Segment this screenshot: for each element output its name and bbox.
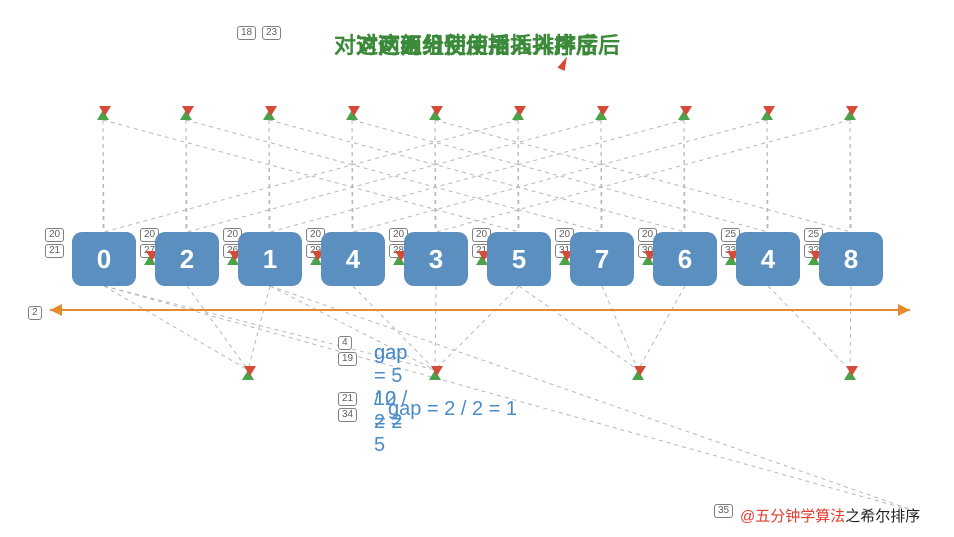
array-box-4: 3 <box>404 232 468 286</box>
array-box-3: 4 <box>321 232 385 286</box>
down-triangle-icon <box>182 106 194 116</box>
tag: 2 <box>28 306 42 320</box>
tag: 20 <box>45 228 64 242</box>
gap-formula-2: gap = 2 / 2 = 1 <box>388 398 517 421</box>
down-triangle-icon <box>265 106 277 116</box>
down-triangle-icon <box>514 106 526 116</box>
array-box-8: 4 <box>736 232 800 286</box>
tag: 34 <box>338 408 357 422</box>
tag: 21 <box>338 392 357 406</box>
down-triangle-icon <box>244 366 256 376</box>
title-layer: 对这两组分别使用插入排序后 <box>0 28 954 60</box>
down-triangle-icon <box>846 366 858 376</box>
down-triangle-icon <box>846 106 858 116</box>
array-box-9: 8 <box>819 232 883 286</box>
down-triangle-icon <box>680 106 692 116</box>
tag: 19 <box>338 352 357 366</box>
down-triangle-icon <box>431 366 443 376</box>
down-triangle-icon <box>597 106 609 116</box>
tag: 18 <box>237 26 256 40</box>
down-triangle-icon <box>348 106 360 116</box>
down-triangle-icon <box>634 366 646 376</box>
tag: 21 <box>45 244 64 258</box>
tag: 4 <box>338 336 352 350</box>
down-triangle-icon <box>763 106 775 116</box>
tag: 35 <box>714 504 733 518</box>
connection-lines <box>0 0 954 537</box>
array-box-1: 2 <box>155 232 219 286</box>
array-box-2: 1 <box>238 232 302 286</box>
array-box-5: 5 <box>487 232 551 286</box>
tag: 23 <box>262 26 281 40</box>
down-triangle-icon <box>431 106 443 116</box>
array-box-6: 7 <box>570 232 634 286</box>
down-triangle-icon <box>99 106 111 116</box>
array-box-7: 6 <box>653 232 717 286</box>
credit: @五分钟学算法之希尔排序 <box>740 505 920 526</box>
array-box-0: 0 <box>72 232 136 286</box>
